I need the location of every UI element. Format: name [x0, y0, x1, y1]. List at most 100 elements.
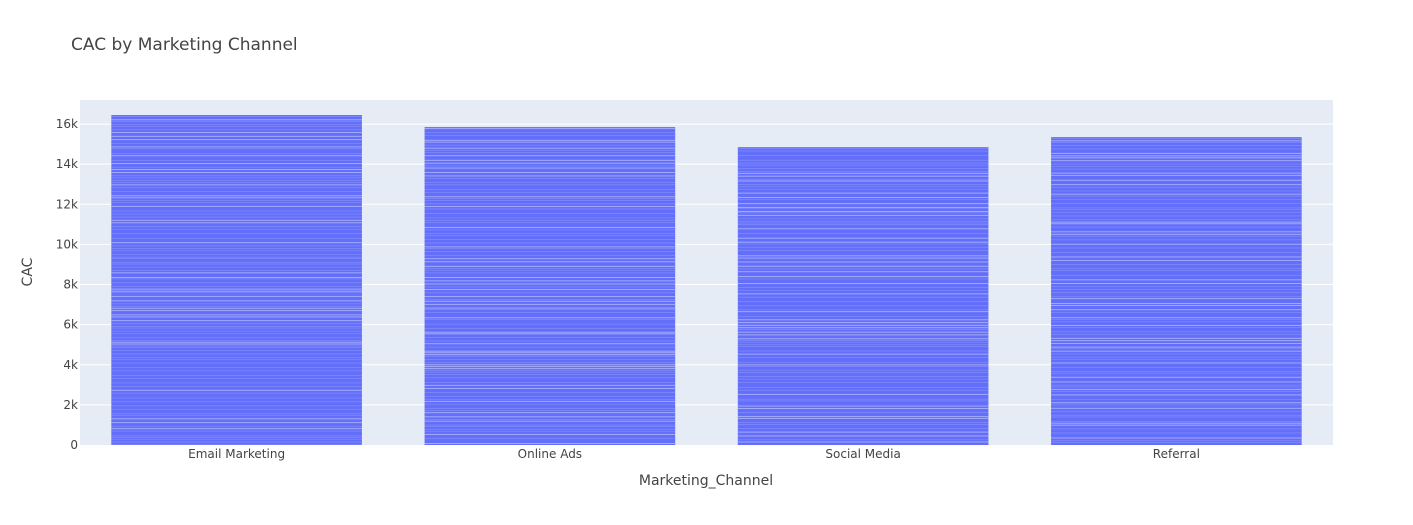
bar-segment-edge — [111, 278, 362, 280]
bar-segment-edge — [1051, 386, 1302, 388]
bar-segment-edge — [111, 428, 362, 430]
bar-segment-edge — [1051, 179, 1302, 181]
bar-segment-edge — [111, 270, 362, 271]
bar-segment-edge — [111, 288, 362, 290]
bar-segment-edge — [737, 329, 989, 330]
bar-referral[interactable] — [1051, 137, 1302, 446]
bar-segment-edge — [1051, 268, 1302, 269]
bar-segment-edge — [111, 382, 362, 384]
bar-segment-edge — [111, 238, 362, 239]
bar-segment-edge — [424, 412, 676, 414]
bar-segment-edge — [737, 309, 989, 311]
bar-segment-edge — [737, 344, 989, 346]
bar-segment-edge — [1051, 174, 1302, 176]
bar-segment-edge — [111, 172, 362, 174]
bar-segment-edge — [737, 197, 989, 199]
bar-segment-edge — [111, 205, 362, 207]
bar-segment-edge — [111, 166, 362, 168]
bar-segment-edge — [737, 203, 989, 205]
bar-segment-edge — [424, 429, 676, 430]
bar-segment-edge — [424, 350, 676, 352]
bar-segment-edge — [111, 286, 362, 287]
bar-segment-edge — [1051, 163, 1302, 165]
y-tick-label: 14k — [56, 157, 78, 171]
bar-segment-edge — [424, 198, 676, 199]
bar-segment-edge — [424, 280, 676, 282]
bar-segment-edge — [737, 435, 989, 437]
bar-segment-edge — [424, 246, 676, 248]
bar-segment-edge — [111, 378, 362, 379]
y-tick-label: 10k — [56, 237, 78, 251]
bar-segment-edge — [424, 403, 676, 405]
bar-segment-edge — [737, 172, 989, 174]
bar-segment-edge — [424, 319, 676, 320]
bar-segment-edge — [1051, 356, 1302, 358]
bar-segment-edge — [1051, 421, 1302, 422]
bar-segment-edge — [424, 433, 676, 435]
bar-segment-edge — [424, 374, 676, 376]
bar[interactable] — [111, 115, 362, 445]
bar-segment-edge — [1051, 172, 1302, 174]
bar-segment-edge — [1051, 333, 1302, 335]
bar-segment-edge — [1051, 414, 1302, 416]
bar-social-media[interactable] — [737, 147, 989, 445]
bar-segment-edge — [1051, 157, 1302, 159]
bar-segment-edge — [424, 354, 676, 356]
bar-segment-edge — [424, 410, 676, 411]
bar-segment-edge — [111, 121, 362, 122]
x-tick-label: Online Ads — [518, 447, 582, 461]
bar-email-marketing[interactable] — [111, 115, 362, 445]
bar-segment-edge — [737, 369, 989, 371]
bar-segment-edge — [1051, 321, 1302, 323]
y-tick-label: 12k — [56, 197, 78, 211]
bar-segment-edge — [111, 187, 362, 189]
bar-segment-edge — [111, 323, 362, 324]
bar[interactable] — [424, 127, 676, 445]
x-axis-label: Marketing_Channel — [639, 473, 773, 489]
bar-segment-edge — [111, 201, 362, 203]
bar-segment-edge — [1051, 362, 1302, 364]
bar-segment-edge — [1051, 256, 1302, 258]
bar-segment-edge — [424, 346, 676, 348]
bar-segment-edge — [424, 317, 676, 319]
y-tick-label: 8k — [63, 278, 78, 292]
bar-segment-edge — [737, 208, 989, 210]
bar-segment-edge — [424, 292, 676, 294]
bar-segment-edge — [737, 228, 989, 230]
bar-segment-edge — [737, 255, 989, 257]
bar-segment-edge — [737, 241, 989, 243]
bar-segment-edge — [111, 290, 362, 292]
bar-segment-edge — [111, 197, 362, 199]
bar-segment-edge — [737, 334, 989, 336]
bar-segment-edge — [111, 337, 362, 339]
bar-segment-edge — [111, 300, 362, 302]
bar-segment-edge — [424, 152, 676, 153]
x-tick-label: Email Marketing — [188, 447, 285, 461]
bar[interactable] — [737, 147, 989, 445]
bar-segment-edge — [111, 413, 362, 415]
bar-segment-edge — [737, 305, 989, 307]
bar-segment-edge — [1051, 331, 1302, 333]
bar-segment-edge — [111, 430, 362, 432]
bar-segment-edge — [737, 261, 989, 263]
bar-segment-edge — [1051, 391, 1302, 392]
bar-segment-edge — [424, 248, 676, 249]
bar-segment-edge — [737, 316, 989, 317]
bar-segment-edge — [737, 340, 989, 341]
bar-segment-edge — [424, 303, 676, 305]
bar-segment-edge — [424, 420, 676, 422]
bar-segment-edge — [737, 214, 989, 216]
bar-online-ads[interactable] — [424, 127, 676, 445]
bar-segment-edge — [111, 245, 362, 247]
bar-segment-edge — [424, 132, 676, 134]
bar-segment-edge — [737, 346, 989, 347]
bar-segment-edge — [424, 250, 676, 252]
bar-segment-edge — [737, 324, 989, 326]
bar-segment-edge — [1051, 274, 1302, 276]
bar-segment-edge — [111, 233, 362, 234]
bar-segment-edge — [1051, 231, 1302, 233]
bar-segment-edge — [111, 175, 362, 177]
bar-segment-edge — [111, 132, 362, 134]
chart-title: CAC by Marketing Channel — [71, 35, 298, 55]
bar[interactable] — [1051, 137, 1302, 446]
